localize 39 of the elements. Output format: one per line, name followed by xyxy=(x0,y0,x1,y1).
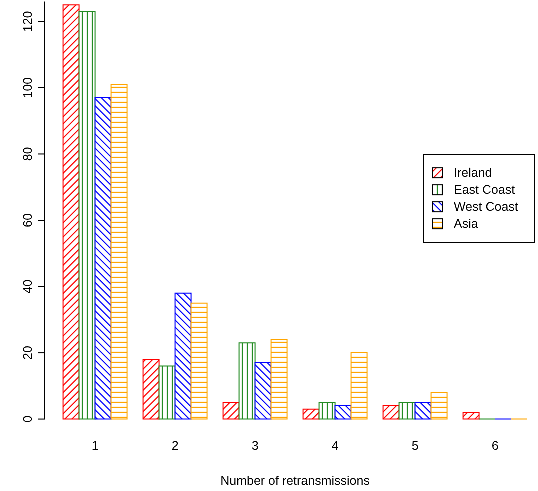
y-tick-label: 120 xyxy=(21,11,35,32)
bar xyxy=(190,302,208,420)
bar xyxy=(174,292,192,420)
bar xyxy=(110,84,128,420)
x-tick-label: 1 xyxy=(92,439,99,453)
legend-label: Ireland xyxy=(454,166,492,180)
bar xyxy=(382,406,400,420)
bar xyxy=(238,342,256,420)
bar xyxy=(334,406,352,420)
bar xyxy=(78,11,96,420)
bar xyxy=(158,366,176,420)
bar xyxy=(462,412,480,420)
bar xyxy=(254,362,272,420)
bar xyxy=(94,97,112,420)
bar xyxy=(398,402,416,420)
bar xyxy=(430,392,448,420)
legend-label: East Coast xyxy=(454,183,516,198)
y-tick-label: 60 xyxy=(21,213,35,228)
x-tick-label: 6 xyxy=(492,439,499,453)
y-tick-label: 40 xyxy=(21,280,35,294)
y-tick-label: 100 xyxy=(21,77,35,98)
bar xyxy=(270,339,288,420)
x-axis-title: Number of retransmissions xyxy=(220,474,370,488)
bar xyxy=(414,402,432,420)
bar xyxy=(142,359,160,420)
y-tick-label: 20 xyxy=(21,346,35,360)
bar xyxy=(222,402,240,420)
y-tick-label: 80 xyxy=(21,147,35,162)
bar xyxy=(302,408,320,420)
y-tick-label: 0 xyxy=(21,416,35,423)
x-tick-label: 4 xyxy=(332,439,339,453)
bar xyxy=(62,4,80,420)
legend-label: West Coast xyxy=(454,200,519,214)
x-tick-label: 3 xyxy=(252,439,259,453)
x-tick-label: 5 xyxy=(412,439,419,453)
bar xyxy=(318,402,336,420)
legend-label: Asia xyxy=(454,217,478,232)
bar xyxy=(350,352,368,420)
x-tick-label: 2 xyxy=(172,439,179,453)
